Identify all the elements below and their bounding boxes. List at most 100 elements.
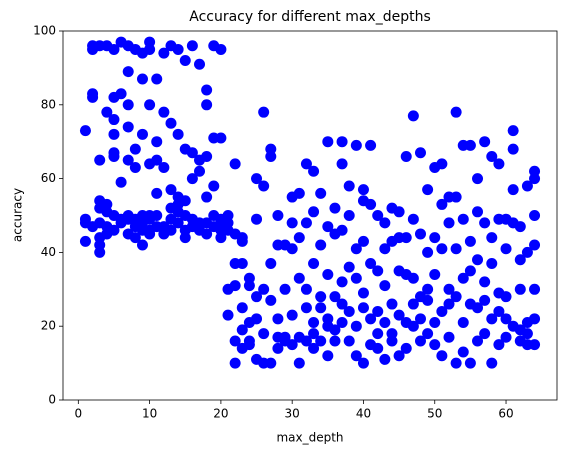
point <box>521 328 533 340</box>
point <box>529 173 541 185</box>
point <box>229 280 241 292</box>
point <box>222 210 234 221</box>
point <box>336 158 348 170</box>
point <box>87 91 99 103</box>
point <box>115 88 127 100</box>
point <box>201 84 213 96</box>
point <box>129 162 141 174</box>
chart-title: Accuracy for different max_depths <box>189 9 431 25</box>
point <box>357 184 369 196</box>
point <box>479 276 491 288</box>
point <box>436 350 448 362</box>
point <box>422 283 434 295</box>
point <box>158 106 170 118</box>
point <box>443 283 455 295</box>
point <box>108 150 120 162</box>
point <box>500 331 512 343</box>
point <box>229 357 241 369</box>
point <box>151 73 163 85</box>
point <box>136 73 148 85</box>
point <box>429 269 441 281</box>
point <box>265 150 277 162</box>
point <box>279 331 291 343</box>
point <box>308 165 320 177</box>
y-tick-label: 100 <box>33 24 56 38</box>
point <box>258 180 270 192</box>
point <box>500 243 512 255</box>
point <box>236 302 248 314</box>
point <box>422 294 434 306</box>
point <box>201 99 213 111</box>
point <box>258 283 270 295</box>
point <box>215 132 227 144</box>
point <box>472 173 484 185</box>
point <box>286 309 298 321</box>
point <box>186 173 198 185</box>
point <box>343 335 355 347</box>
point <box>308 257 320 269</box>
point <box>393 309 405 321</box>
point <box>350 350 362 362</box>
point <box>429 339 441 351</box>
point <box>279 283 291 295</box>
point <box>379 280 391 292</box>
point <box>293 357 305 369</box>
point <box>521 246 533 258</box>
point <box>315 335 327 347</box>
point <box>472 254 484 266</box>
point <box>379 217 391 229</box>
y-tick-label: 60 <box>41 171 56 185</box>
x-tick-label: 60 <box>498 407 513 421</box>
point <box>251 291 263 303</box>
point <box>79 125 91 137</box>
point <box>414 313 426 325</box>
point <box>372 328 384 340</box>
point <box>151 154 163 166</box>
y-tick-label: 20 <box>41 319 56 333</box>
point <box>407 320 419 332</box>
point <box>272 210 284 221</box>
point <box>315 239 327 251</box>
point <box>464 265 476 277</box>
point <box>293 232 305 244</box>
point <box>436 243 448 255</box>
point <box>514 254 526 266</box>
point <box>286 339 298 351</box>
point <box>322 269 334 281</box>
point <box>208 180 220 192</box>
point <box>372 210 384 221</box>
point <box>500 291 512 303</box>
point <box>286 217 298 229</box>
y-axis-label: accuracy <box>11 188 25 242</box>
point <box>486 150 498 162</box>
point <box>122 99 134 111</box>
point <box>493 305 505 317</box>
point <box>158 47 170 59</box>
point <box>186 147 198 159</box>
point <box>94 154 106 166</box>
point <box>336 276 348 288</box>
point <box>365 257 377 269</box>
point <box>493 339 505 351</box>
point <box>443 217 455 229</box>
point <box>108 224 120 236</box>
point <box>400 342 412 354</box>
point <box>122 121 134 133</box>
point <box>236 235 248 247</box>
point <box>514 283 526 295</box>
point <box>350 320 362 332</box>
point <box>450 243 462 255</box>
point <box>194 58 206 70</box>
point <box>315 302 327 314</box>
x-tick-label: 40 <box>356 407 371 421</box>
point <box>386 298 398 310</box>
point <box>479 136 491 148</box>
point <box>322 136 334 148</box>
point <box>514 221 526 233</box>
point <box>144 99 156 111</box>
point <box>407 298 419 310</box>
point <box>293 272 305 284</box>
point <box>457 346 469 358</box>
y-tick-label: 40 <box>41 245 56 259</box>
